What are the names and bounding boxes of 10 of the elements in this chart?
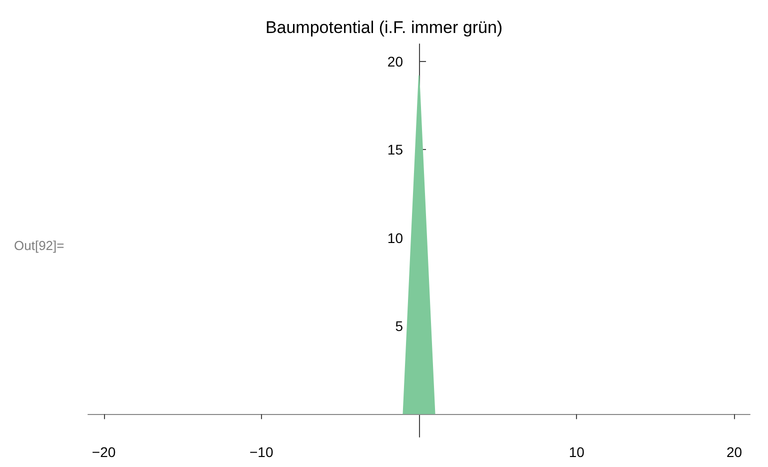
y-tick-label: 20 <box>387 54 404 70</box>
text: Out[92]= <box>14 238 64 253</box>
x-tick-label: −10 <box>250 444 274 460</box>
y-tick-label: 5 <box>395 318 404 334</box>
x-tick-label: −20 <box>92 444 116 460</box>
chart-title: Baumpotential (i.F. immer grün) <box>265 18 503 37</box>
x-tick-label: 10 <box>568 444 585 460</box>
y-tick-label: 15 <box>387 142 404 158</box>
y-tick-label: 10 <box>387 230 404 246</box>
x-tick-label: 20 <box>726 444 742 460</box>
